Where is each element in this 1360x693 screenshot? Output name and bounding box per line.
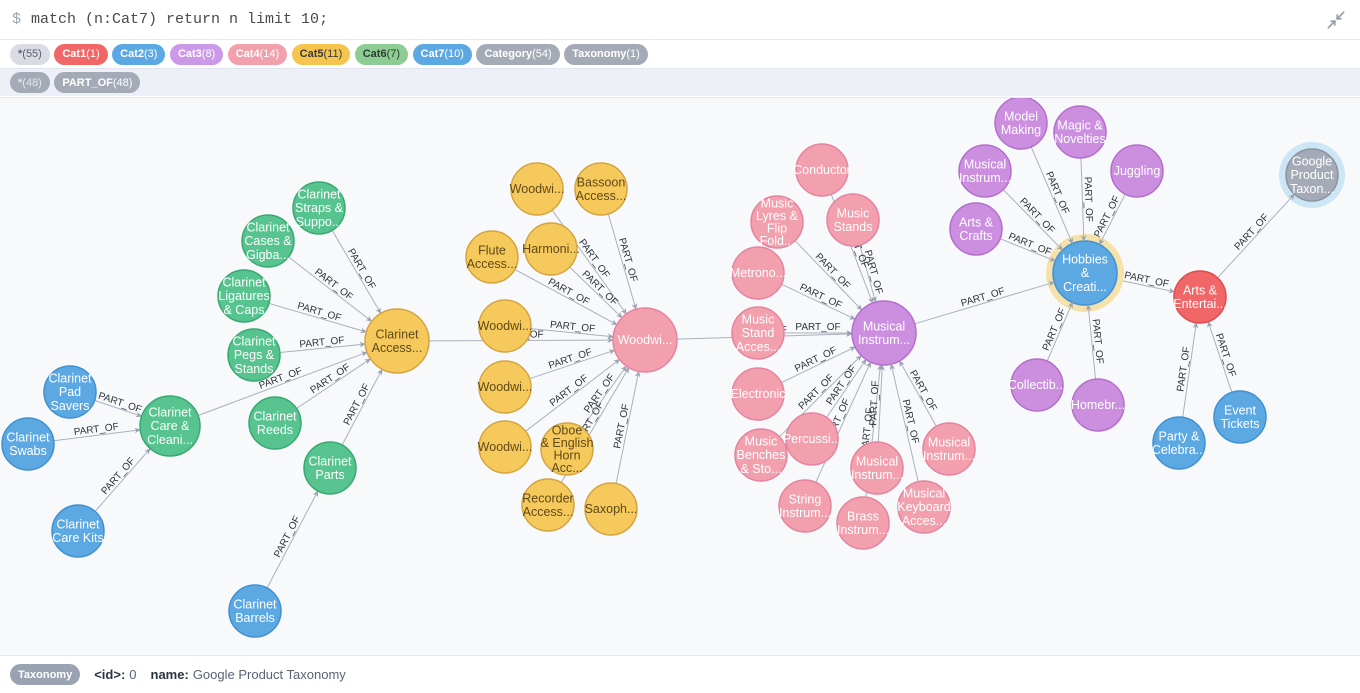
svg-text:Collectib...: Collectib... [1008,378,1066,392]
svg-text:PART_OF: PART_OF [97,391,143,416]
svg-text:Woodwi...: Woodwi... [478,319,533,333]
svg-text:PART_OF: PART_OF [1043,170,1071,216]
svg-text:PART_OF: PART_OF [309,362,353,396]
svg-text:Woodwi...: Woodwi... [478,380,533,394]
svg-text:PART_OF: PART_OF [793,345,838,375]
svg-text:Party &Celebra...: Party & Celebra... [1152,429,1206,457]
svg-text:PART_OF: PART_OF [612,403,632,449]
svg-text:Metrono...: Metrono... [730,266,786,280]
svg-text:Homebr...: Homebr... [1071,398,1125,412]
svg-text:Saxoph...: Saxoph... [585,502,638,516]
svg-text:PART_OF: PART_OF [312,267,354,303]
svg-text:Percussi...: Percussi... [783,432,841,446]
svg-text:PART_OF: PART_OF [342,382,373,427]
svg-text:Woodwi...: Woodwi... [478,440,533,454]
svg-text:PART_OF: PART_OF [1090,318,1105,364]
svg-text:PART_OF: PART_OF [960,286,1006,309]
svg-text:Juggling: Juggling [1114,164,1161,178]
svg-text:PART_OF: PART_OF [547,347,593,372]
svg-text:Woodwi...: Woodwi... [618,333,673,347]
svg-text:PART_OF: PART_OF [1092,194,1122,239]
svg-text:PART_OF: PART_OF [1082,177,1095,223]
svg-text:PART_OF: PART_OF [272,514,303,559]
svg-text:PART_OF: PART_OF [1213,332,1238,378]
svg-text:PART_OF: PART_OF [795,322,840,333]
svg-text:PART_OF: PART_OF [550,320,596,335]
svg-text:Woodwi...: Woodwi... [510,182,565,196]
svg-text:Electronic: Electronic [731,387,786,401]
svg-text:PART_OF: PART_OF [1041,307,1069,353]
svg-text:PART_OF: PART_OF [548,373,591,409]
svg-text:PART_OF: PART_OF [813,251,852,291]
svg-text:PART_OF: PART_OF [299,335,345,350]
svg-text:PART_OF: PART_OF [1007,231,1053,258]
svg-text:Conductor: Conductor [793,163,851,177]
svg-text:PART_OF: PART_OF [1123,270,1169,290]
svg-text:PART_OF: PART_OF [296,301,342,324]
svg-text:PART_OF: PART_OF [100,456,138,497]
svg-text:PART_OF: PART_OF [345,247,377,292]
svg-text:PART_OF: PART_OF [1233,212,1272,253]
svg-text:Magic &Novelties: Magic & Novelties [1054,118,1105,146]
svg-text:Harmoni...: Harmoni... [522,242,580,256]
svg-text:Arts &Crafts: Arts & Crafts [959,215,994,243]
svg-text:PART_OF: PART_OF [900,398,921,445]
svg-text:PART_OF: PART_OF [798,282,844,311]
svg-text:PART_OF: PART_OF [616,237,639,283]
svg-text:PART_OF: PART_OF [1017,196,1056,236]
svg-text:PART_OF: PART_OF [1175,346,1192,392]
svg-text:PART_OF: PART_OF [862,249,885,296]
